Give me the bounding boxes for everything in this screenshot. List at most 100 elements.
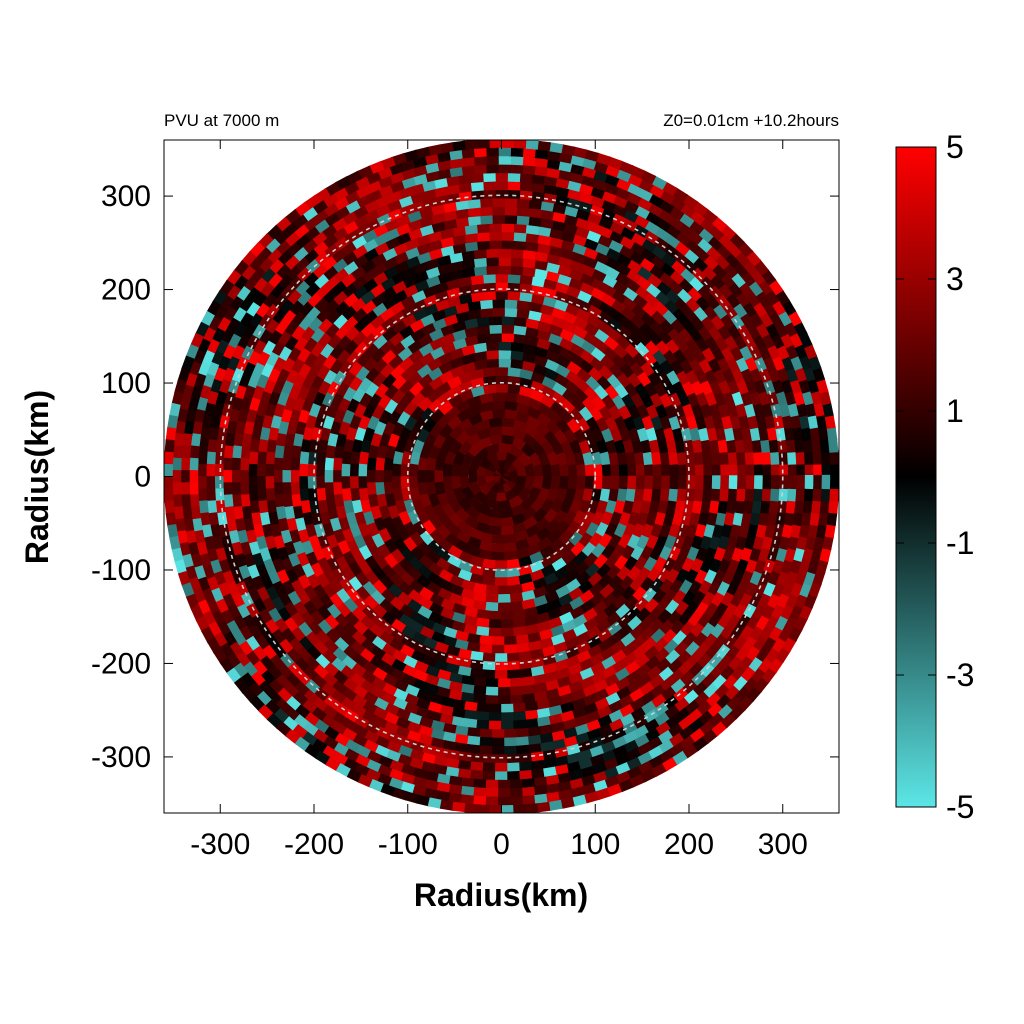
- field-cell: [618, 475, 629, 490]
- field-cell: [494, 273, 509, 283]
- field-cell: [493, 189, 509, 199]
- field-cell: [523, 140, 539, 150]
- field-cell: [635, 475, 646, 490]
- x-tick-label: 200: [664, 828, 714, 861]
- field-cell: [470, 769, 485, 781]
- field-cell: [659, 487, 671, 502]
- field-cell: [686, 462, 696, 477]
- field-cell: [736, 450, 747, 465]
- field-cell: [231, 445, 243, 460]
- colorbar-tick-label: -1: [946, 525, 974, 561]
- field-cell: [231, 469, 241, 485]
- field-cell: [744, 450, 755, 465]
- field-cell: [509, 248, 524, 259]
- y-tick-label: 300: [101, 180, 151, 213]
- field-cell: [485, 787, 501, 798]
- field-cell: [490, 214, 505, 224]
- field-cell: [737, 462, 747, 477]
- field-cell: [497, 341, 512, 351]
- field-cell: [512, 231, 527, 242]
- field-cell: [813, 474, 823, 490]
- field-cell: [812, 486, 823, 502]
- field-cell: [324, 469, 334, 484]
- field-cell: [761, 487, 772, 502]
- field-cell: [736, 487, 747, 502]
- field-cell: [391, 463, 402, 478]
- field-cell: [693, 487, 705, 502]
- field-cell: [478, 299, 493, 310]
- chart-title-left: PVU at 7000 m: [164, 111, 279, 130]
- field-cell: [627, 475, 637, 490]
- field-cell: [491, 636, 506, 646]
- field-cell: [485, 779, 501, 790]
- field-cell: [476, 804, 492, 813]
- field-cell: [515, 198, 530, 209]
- field-cell: [770, 462, 781, 477]
- field-cell: [433, 469, 444, 484]
- field-cell: [491, 737, 507, 747]
- field-cell: [728, 475, 739, 490]
- field-cell: [694, 462, 705, 477]
- field-cell: [610, 463, 620, 477]
- field-cell: [481, 172, 496, 183]
- field-cell: [408, 476, 419, 490]
- colorbar-tick-label: 5: [946, 129, 964, 165]
- field-cell: [214, 476, 224, 491]
- field-cell: [248, 476, 258, 491]
- field-cell: [510, 694, 525, 705]
- field-cell: [652, 462, 663, 477]
- field-cell: [510, 677, 525, 688]
- field-cell: [473, 778, 489, 789]
- field-cell: [265, 488, 276, 503]
- field-cell: [503, 307, 518, 318]
- field-cell: [374, 457, 386, 472]
- field-cell: [281, 457, 292, 472]
- field-cell: [507, 660, 522, 671]
- field-cell: [340, 476, 351, 491]
- field-cell: [829, 462, 839, 477]
- field-cell: [490, 206, 505, 216]
- field-cell: [494, 290, 509, 300]
- field-cell: [508, 155, 524, 166]
- field-cell: [499, 140, 515, 149]
- chart-title-right: Z0=0.01cm +10.2hours: [663, 111, 839, 130]
- field-cell: [618, 463, 629, 477]
- x-tick-label: -300: [190, 828, 250, 861]
- field-cell: [307, 488, 318, 503]
- field-cell: [490, 197, 505, 208]
- pv-field: [164, 140, 839, 813]
- field-cell: [366, 482, 377, 497]
- field-cell: [745, 475, 755, 490]
- field-cell: [340, 463, 351, 478]
- field-cell: [669, 475, 680, 490]
- field-cell: [503, 298, 518, 309]
- field-cell: [711, 475, 722, 490]
- field-cell: [515, 206, 530, 217]
- field-cell: [507, 762, 522, 773]
- field-cell: [231, 457, 241, 472]
- field-cell: [505, 172, 521, 183]
- field-cell: [518, 181, 533, 192]
- field-cell: [498, 585, 512, 595]
- field-cell: [497, 349, 512, 360]
- field-cell: [298, 451, 310, 466]
- field-cell: [491, 551, 506, 562]
- field-cell: [500, 239, 515, 250]
- field-cell: [484, 163, 499, 174]
- field-cell: [485, 695, 500, 705]
- field-cell: [504, 737, 519, 747]
- field-cell: [762, 475, 772, 490]
- field-cell: [507, 669, 522, 680]
- field-cell: [248, 463, 258, 478]
- field-cell: [513, 719, 528, 730]
- field-cell: [189, 482, 199, 497]
- field-cell: [504, 635, 519, 646]
- field-cell: [298, 463, 309, 478]
- x-axis-label: Radius(km): [414, 877, 588, 913]
- field-cell: [488, 720, 503, 730]
- field-cell: [497, 593, 512, 604]
- field-cell: [501, 610, 515, 621]
- field-cell: [503, 197, 518, 208]
- field-cell: [753, 462, 764, 477]
- field-cell: [494, 366, 509, 376]
